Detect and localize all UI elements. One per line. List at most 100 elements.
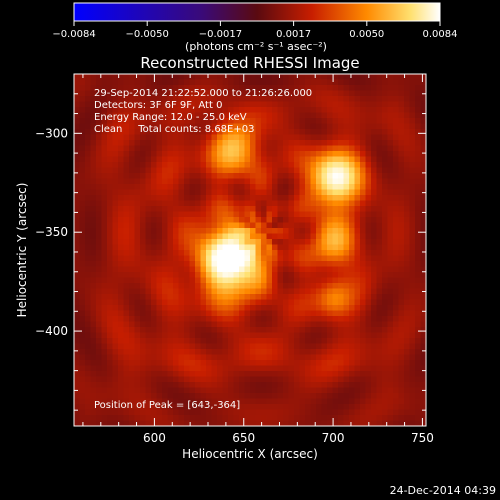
heatmap-cell bbox=[200, 310, 207, 317]
heatmap-cell bbox=[151, 272, 157, 278]
heatmap-cell bbox=[156, 404, 163, 410]
heatmap-cell bbox=[79, 217, 86, 223]
heatmap-cell bbox=[129, 162, 135, 168]
heatmap-cell bbox=[299, 332, 306, 339]
heatmap-cell bbox=[140, 283, 146, 289]
heatmap-cell bbox=[420, 321, 426, 328]
heatmap-cell bbox=[316, 189, 322, 196]
heatmap-cell bbox=[156, 195, 163, 201]
heatmap-cell bbox=[244, 321, 251, 328]
heatmap-cell bbox=[299, 316, 306, 322]
heatmap-cell bbox=[107, 415, 113, 421]
heatmap-cell bbox=[195, 90, 201, 97]
heatmap-cell bbox=[376, 266, 383, 273]
heatmap-cell bbox=[409, 277, 416, 284]
heatmap-cell bbox=[222, 398, 229, 405]
heatmap-cell bbox=[255, 261, 262, 267]
heatmap-cell bbox=[134, 371, 141, 377]
heatmap-cell bbox=[343, 365, 350, 372]
heatmap-cell bbox=[338, 107, 344, 113]
heatmap-cell bbox=[371, 283, 377, 289]
heatmap-cell bbox=[349, 151, 355, 157]
heatmap-cell bbox=[266, 327, 273, 333]
heatmap-cell bbox=[316, 151, 322, 157]
heatmap-cell bbox=[145, 420, 152, 426]
heatmap-cell bbox=[393, 228, 399, 234]
heatmap-cell bbox=[404, 387, 410, 394]
heatmap-cell bbox=[321, 145, 328, 152]
heatmap-cell bbox=[266, 211, 273, 218]
heatmap-cell bbox=[261, 79, 267, 86]
heatmap-cell bbox=[134, 277, 141, 284]
heatmap-cell bbox=[409, 415, 416, 421]
heatmap-cell bbox=[200, 283, 207, 289]
heatmap-cell bbox=[74, 250, 80, 256]
heatmap-cell bbox=[250, 96, 256, 102]
heatmap-cell bbox=[217, 151, 223, 157]
heatmap-cell bbox=[134, 360, 141, 366]
heatmap-cell bbox=[217, 343, 223, 350]
heatmap-cell bbox=[167, 255, 174, 262]
heatmap-cell bbox=[288, 371, 295, 377]
heatmap-cell bbox=[74, 371, 80, 377]
heatmap-cell bbox=[85, 195, 91, 201]
heatmap-cell bbox=[200, 123, 207, 130]
heatmap-cell bbox=[134, 156, 141, 163]
heatmap-cell bbox=[156, 184, 163, 190]
heatmap-cell bbox=[79, 288, 86, 295]
heatmap-cell bbox=[354, 228, 361, 234]
heatmap-cell bbox=[398, 365, 405, 372]
heatmap-cell bbox=[349, 239, 355, 245]
heatmap-cell bbox=[206, 365, 212, 372]
heatmap-cell bbox=[200, 217, 207, 223]
heatmap-cell bbox=[101, 90, 108, 97]
heatmap-cell bbox=[233, 200, 240, 207]
heatmap-cell bbox=[299, 376, 306, 383]
heatmap-cell bbox=[349, 327, 355, 333]
heatmap-cell bbox=[239, 107, 245, 113]
heatmap-cell bbox=[167, 85, 174, 91]
heatmap-cell bbox=[118, 206, 124, 212]
heatmap-cell bbox=[294, 90, 300, 97]
heatmap-cell bbox=[134, 167, 141, 174]
heatmap-cell bbox=[376, 371, 383, 377]
heatmap-cell bbox=[393, 327, 399, 333]
heatmap-cell bbox=[349, 123, 355, 130]
heatmap-cell bbox=[327, 74, 333, 80]
heatmap-cell bbox=[79, 239, 86, 245]
heatmap-cell bbox=[299, 211, 306, 218]
heatmap-cell bbox=[129, 112, 135, 119]
heatmap-cell bbox=[140, 398, 146, 405]
heatmap-cell bbox=[79, 211, 86, 218]
heatmap-cell bbox=[266, 354, 273, 361]
heatmap-cell bbox=[272, 200, 278, 207]
heatmap-cell bbox=[206, 272, 212, 278]
heatmap-cell bbox=[387, 244, 394, 251]
heatmap-cell bbox=[272, 123, 278, 130]
heatmap-cell bbox=[140, 332, 146, 339]
heatmap-cell bbox=[79, 382, 86, 388]
heatmap-cell bbox=[354, 101, 361, 108]
heatmap-cell bbox=[134, 283, 141, 289]
heatmap-cell bbox=[222, 266, 229, 273]
heatmap-cell bbox=[156, 118, 163, 124]
heatmap-cell bbox=[382, 266, 388, 273]
heatmap-cell bbox=[211, 118, 218, 124]
heatmap-cell bbox=[79, 338, 86, 344]
heatmap-cell bbox=[365, 244, 372, 251]
heatmap-cell bbox=[305, 387, 311, 394]
heatmap-cell bbox=[343, 332, 350, 339]
heatmap-cell bbox=[305, 239, 311, 245]
heatmap-cell bbox=[255, 360, 262, 366]
heatmap-cell bbox=[288, 420, 295, 426]
heatmap-cell bbox=[288, 239, 295, 245]
heatmap-cell bbox=[288, 393, 295, 399]
heatmap-cell bbox=[398, 79, 405, 86]
heatmap-cell bbox=[217, 90, 223, 97]
heatmap-cell bbox=[409, 316, 416, 322]
heatmap-cell bbox=[354, 299, 361, 306]
heatmap-cell bbox=[162, 371, 168, 377]
heatmap-cell bbox=[415, 327, 421, 333]
heatmap-cell bbox=[178, 244, 185, 251]
heatmap-cell bbox=[305, 360, 311, 366]
